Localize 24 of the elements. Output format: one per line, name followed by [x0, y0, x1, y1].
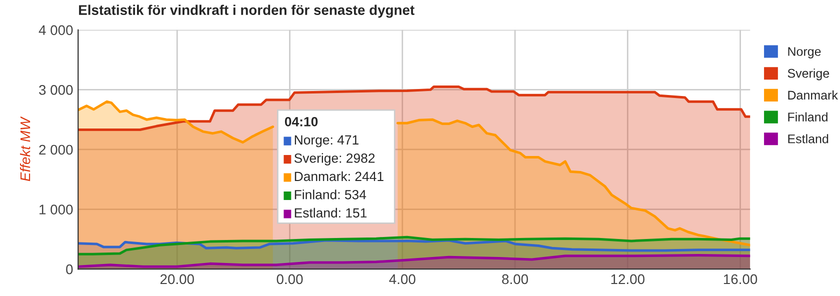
chart-title: Elstatistik för vindkraft i norden för senaste dygnet: [79, 4, 414, 18]
x-tick-label: 0.00: [276, 274, 303, 284]
y-tick-label: 1 000: [40, 204, 73, 214]
legend-label: Estland: [788, 134, 828, 144]
x-tick-label: 12.00: [611, 274, 644, 284]
x-tick-label: 4.00: [389, 274, 416, 284]
x-tick-label: 8.00: [502, 274, 528, 284]
legend-label: Sverige: [788, 68, 830, 80]
annotation: Danmark: 2441: [294, 171, 384, 182]
legend-label: Danmark: [788, 90, 838, 100]
annotation: Estland: 151: [294, 208, 367, 218]
annotation: 04:10: [284, 116, 318, 126]
y-tick-label: 4 000: [38, 25, 73, 36]
annotation: Norge: 471: [294, 135, 358, 148]
y-tick-label: 3 000: [39, 85, 73, 95]
legend-label: Norge: [788, 47, 821, 58]
annotation: Finland: 534: [294, 190, 366, 200]
x-tick-label: 20.00: [160, 274, 194, 284]
y-tick-label: 0: [66, 264, 73, 274]
y-tick-label: 2 000: [39, 144, 73, 155]
x-tick-label: 16.00: [724, 274, 758, 284]
y-axis-title: Effekt MW: [20, 116, 30, 182]
legend-label: Finland: [788, 112, 828, 122]
annotation: Sverige: 2982: [294, 153, 375, 166]
